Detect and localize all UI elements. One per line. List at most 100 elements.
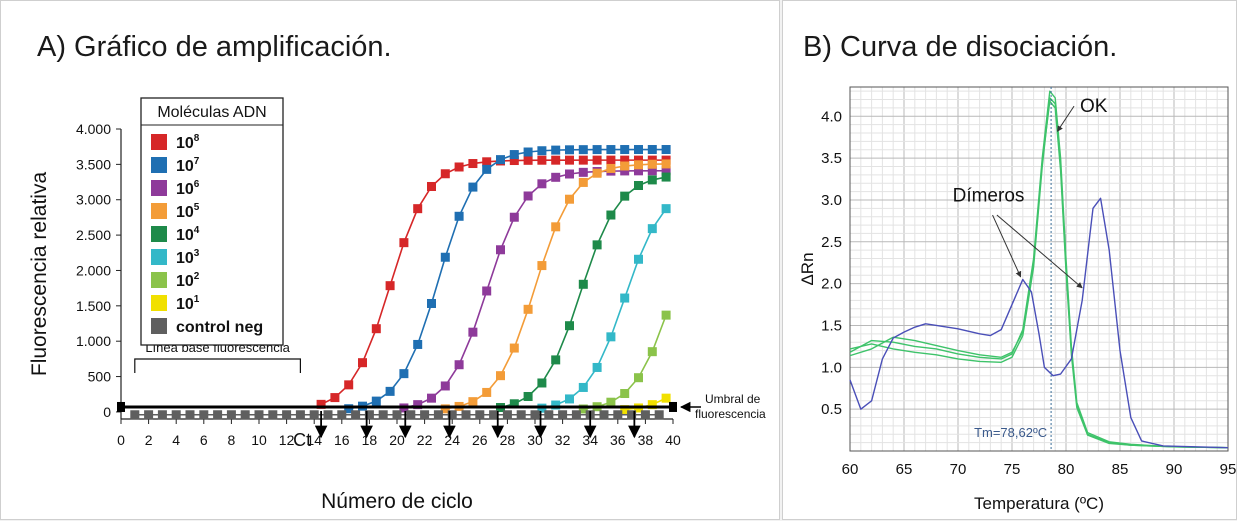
x-tick-label: 65 xyxy=(896,461,913,478)
x-tick-label: 38 xyxy=(638,432,654,448)
dimeros-annotation: Dímeros xyxy=(953,186,1025,207)
data-point xyxy=(482,387,492,397)
data-point xyxy=(606,397,616,407)
x-tick-label: 75 xyxy=(1004,461,1021,478)
data-point xyxy=(454,211,464,221)
x-tick-label: 12 xyxy=(279,432,295,448)
data-point xyxy=(427,181,436,191)
data-point xyxy=(468,182,478,192)
legend-label-base: 10 xyxy=(176,204,194,221)
data-point xyxy=(634,155,643,165)
data-point xyxy=(509,156,519,166)
data-point xyxy=(620,155,630,165)
data-point xyxy=(606,210,616,220)
legend-swatch xyxy=(151,318,167,334)
data-point xyxy=(468,327,478,337)
amplification-chart: 0 500 1.000 1.500 2.000 2.500 3.000 3.500 4.000 0… xyxy=(28,97,766,513)
data-point xyxy=(295,410,305,420)
data-point xyxy=(371,396,381,406)
legend-label: 108 xyxy=(176,133,200,152)
dimeros-arrow-1 xyxy=(992,214,1022,278)
data-point xyxy=(358,358,367,368)
threshold-right-cap xyxy=(669,401,677,412)
data-point xyxy=(661,145,671,155)
baseline-bracket xyxy=(134,358,301,373)
data-point xyxy=(578,177,588,187)
data-point xyxy=(199,410,209,420)
ok-annotation: OK xyxy=(1080,96,1108,117)
data-point xyxy=(447,410,457,420)
data-point xyxy=(647,166,657,176)
data-point xyxy=(634,145,643,155)
data-point xyxy=(496,155,505,165)
dissociation-title: B) Curva de disociación. xyxy=(803,31,1118,63)
data-point xyxy=(620,191,630,201)
data-point xyxy=(565,169,574,179)
legend-label-base: 10 xyxy=(176,273,194,290)
data-point xyxy=(213,410,223,420)
series-line xyxy=(849,97,1229,449)
data-point xyxy=(440,381,450,391)
data-point xyxy=(482,164,492,174)
x-tick-label: 95 xyxy=(1220,461,1237,478)
data-point xyxy=(620,293,630,303)
data-point xyxy=(516,410,526,420)
series-line xyxy=(348,148,667,410)
data-point xyxy=(482,286,492,296)
data-point xyxy=(592,155,602,165)
data-point xyxy=(330,393,340,403)
data-point xyxy=(578,279,588,289)
legend-label: 106 xyxy=(176,179,200,198)
data-point xyxy=(551,400,561,410)
y-tick-label: 1.500 xyxy=(76,298,111,314)
y-tick-label: 3.500 xyxy=(76,156,111,172)
data-point xyxy=(647,159,657,169)
data-point xyxy=(578,155,588,165)
data-point xyxy=(399,238,409,248)
x-tick-label: 60 xyxy=(842,461,859,478)
data-point xyxy=(578,145,588,155)
data-point xyxy=(606,155,616,165)
data-point xyxy=(592,362,602,372)
data-point xyxy=(647,145,657,155)
y-tick-label: 4.000 xyxy=(76,121,111,137)
data-point xyxy=(185,410,195,420)
data-point xyxy=(661,204,671,214)
data-point xyxy=(489,410,499,420)
y-tick-label: 2.000 xyxy=(76,262,111,278)
data-point xyxy=(351,410,361,420)
y-tick-label: 0.5 xyxy=(821,401,842,418)
data-point xyxy=(565,155,574,165)
legend-label: control neg xyxy=(176,319,263,336)
data-point xyxy=(627,410,637,420)
data-point xyxy=(433,410,443,420)
series-line xyxy=(849,90,1229,449)
data-point xyxy=(613,410,623,420)
data-point xyxy=(385,281,395,291)
data-point xyxy=(509,150,519,160)
dissociation-chart: 0.5 1.0 1.5 2.0 2.5 3.0 3.5 4.0 60 65 70 75 80 85 90 95… xyxy=(798,86,1237,513)
x-tick-label: 85 xyxy=(1112,461,1129,478)
y-tick-label: 2.0 xyxy=(821,276,842,293)
data-point xyxy=(509,212,519,222)
series-line xyxy=(320,159,667,406)
legend-label: 107 xyxy=(176,156,200,175)
x-tick-label: 16 xyxy=(334,432,350,448)
data-point xyxy=(661,310,671,320)
data-point xyxy=(647,347,657,357)
data-point xyxy=(254,410,264,420)
data-point xyxy=(565,194,574,204)
data-point xyxy=(413,400,423,410)
y-tick-label: 3.000 xyxy=(76,192,111,208)
data-point xyxy=(592,145,602,155)
legend-label-base: 10 xyxy=(176,227,194,244)
data-point xyxy=(661,159,671,169)
x-tick-label: 10 xyxy=(251,432,267,448)
data-point xyxy=(647,400,657,410)
data-point xyxy=(364,410,374,420)
data-point xyxy=(240,410,250,420)
legend-label: 103 xyxy=(176,248,200,267)
x-tick-label: 2 xyxy=(145,432,153,448)
legend-label-base: 10 xyxy=(176,250,194,267)
data-point xyxy=(406,410,416,420)
